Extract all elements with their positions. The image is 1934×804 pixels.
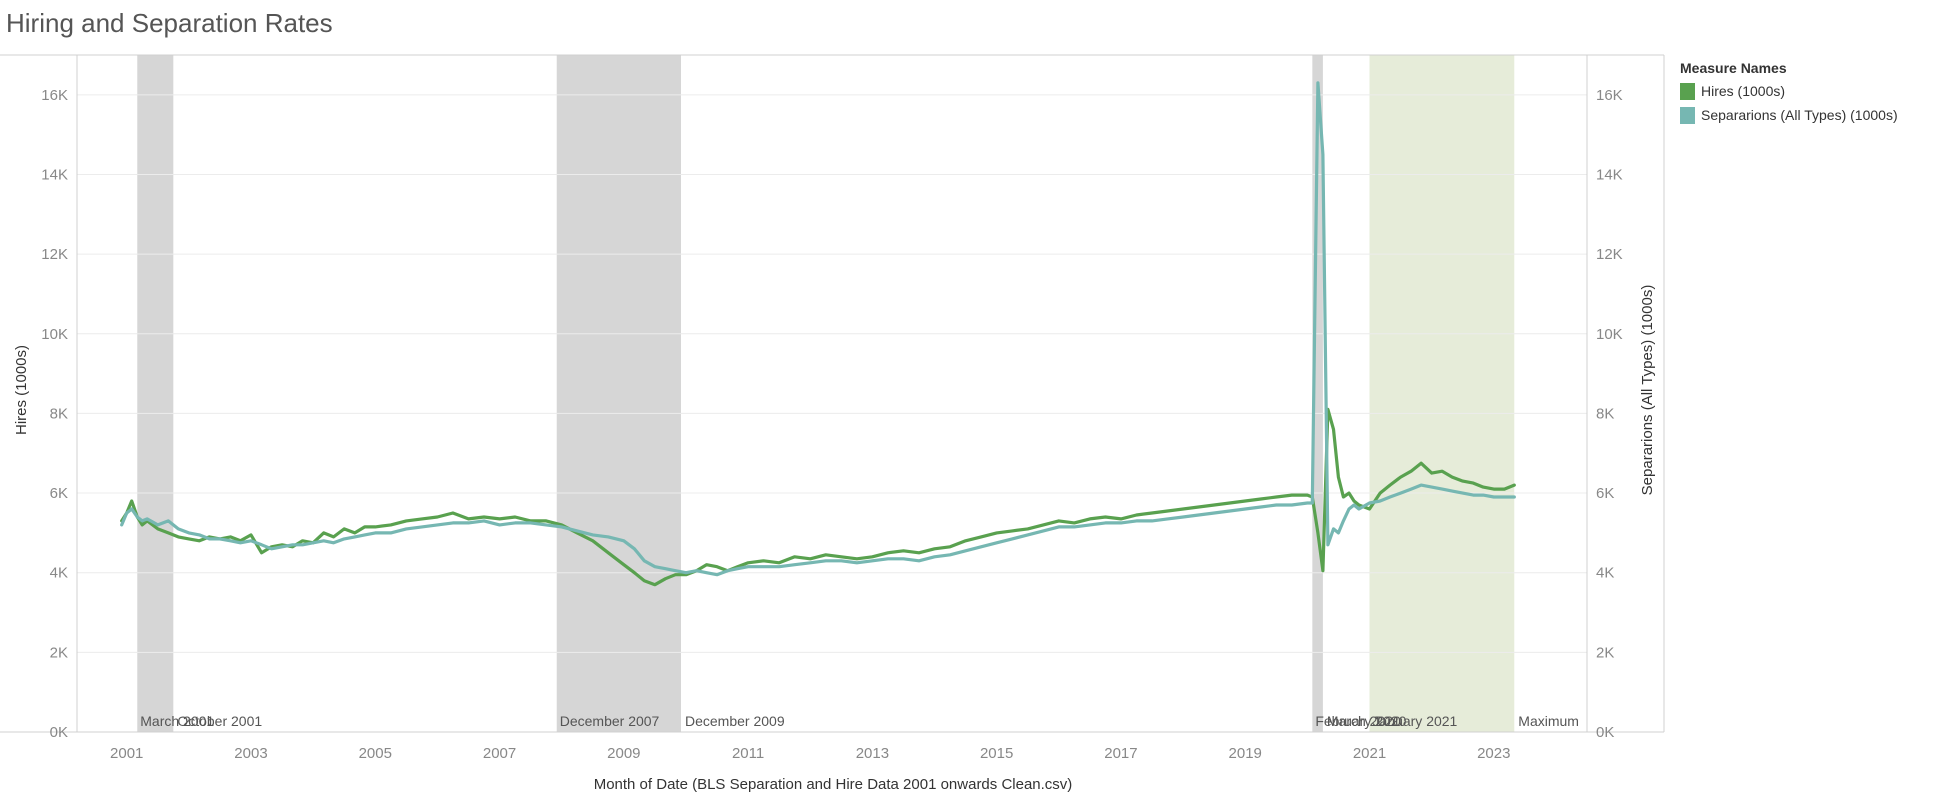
legend-item-separations[interactable]: Separarions (All Types) (1000s): [1680, 103, 1898, 127]
band-start-label-0: March 2001: [140, 713, 214, 729]
legend-swatch-separations: [1680, 106, 1695, 124]
y-tick-right-5: 10K: [1596, 326, 1623, 343]
legend-swatch-hires: [1680, 82, 1695, 100]
x-tick-0: 2001: [110, 745, 143, 762]
x-tick-10: 2021: [1353, 745, 1386, 762]
shaded-band-3: [1369, 55, 1515, 732]
y-tick-right-0: 0K: [1596, 724, 1614, 741]
chart-title: Hiring and Separation Rates: [6, 8, 333, 38]
band-start-label-2: February 2020: [1315, 713, 1406, 729]
tick-labels-layer: 0K 0K 2K 2K 4K 4K 6K 6K 8K 8K 10K 10K 12K 12K 14K 14K 16…: [41, 87, 1622, 762]
x-tick-3: 2007: [483, 745, 516, 762]
y-tick-left-1: 2K: [50, 644, 68, 661]
y-tick-right-2: 4K: [1596, 565, 1614, 582]
y-tick-right-7: 14K: [1596, 166, 1623, 183]
x-tick-4: 2009: [607, 745, 640, 762]
legend-item-hires[interactable]: Hires (1000s): [1680, 79, 1898, 103]
x-tick-1: 2003: [234, 745, 267, 762]
y-tick-right-1: 2K: [1596, 644, 1614, 661]
y-tick-left-7: 14K: [41, 166, 68, 183]
x-tick-11: 2023: [1477, 745, 1510, 762]
legend-label-hires: Hires (1000s): [1701, 83, 1786, 99]
x-tick-7: 2015: [980, 745, 1013, 762]
gridlines-layer: [77, 94, 1587, 733]
series-line-separations[interactable]: [120, 81, 1516, 577]
axes-frame-layer: [0, 54, 1665, 733]
y-tick-left-3: 6K: [50, 485, 68, 502]
legend: Measure Names Hires (1000s) Separarions …: [1680, 60, 1898, 127]
legend-label-separations: Separarions (All Types) (1000s): [1701, 107, 1898, 123]
x-tick-8: 2017: [1104, 745, 1137, 762]
x-tick-6: 2013: [856, 745, 889, 762]
band-end-label-0: October 2001: [177, 713, 262, 729]
y-tick-left-8: 16K: [41, 87, 68, 104]
shaded-band-1: [556, 55, 681, 732]
legend-title: Measure Names: [1680, 60, 1787, 76]
y-tick-right-3: 6K: [1596, 485, 1614, 502]
y-tick-left-0: 0K: [50, 724, 68, 741]
x-tick-5: 2011: [732, 745, 764, 762]
band-end-label-3: Maximum: [1518, 713, 1579, 729]
y-tick-left-2: 4K: [50, 565, 68, 582]
band-end-label-1: December 2009: [685, 713, 785, 729]
y-axis-label-right: Separarions (All Types) (1000s): [1639, 285, 1656, 496]
band-start-label-1: December 2007: [560, 713, 660, 729]
x-axis-label: Month of Date (BLS Separation and Hire D…: [594, 776, 1073, 793]
y-tick-left-4: 8K: [50, 405, 68, 422]
x-tick-2: 2005: [359, 745, 392, 762]
y-tick-right-8: 16K: [1596, 87, 1623, 104]
y-tick-left-6: 12K: [41, 246, 68, 263]
shaded-bands-layer: [137, 55, 1515, 732]
y-axis-label-left: Hires (1000s): [13, 345, 30, 435]
y-tick-right-6: 12K: [1596, 246, 1623, 263]
series-lines-layer: [120, 81, 1516, 587]
series-line-hires[interactable]: [120, 407, 1516, 587]
shaded-band-0: [137, 55, 174, 732]
y-tick-left-5: 10K: [41, 326, 68, 343]
x-tick-9: 2019: [1229, 745, 1262, 762]
band-end-label-2: March 2020: [1327, 713, 1401, 729]
shaded-band-2: [1312, 55, 1323, 732]
band-start-label-3: January 2021: [1373, 713, 1458, 729]
y-tick-right-4: 8K: [1596, 405, 1614, 422]
